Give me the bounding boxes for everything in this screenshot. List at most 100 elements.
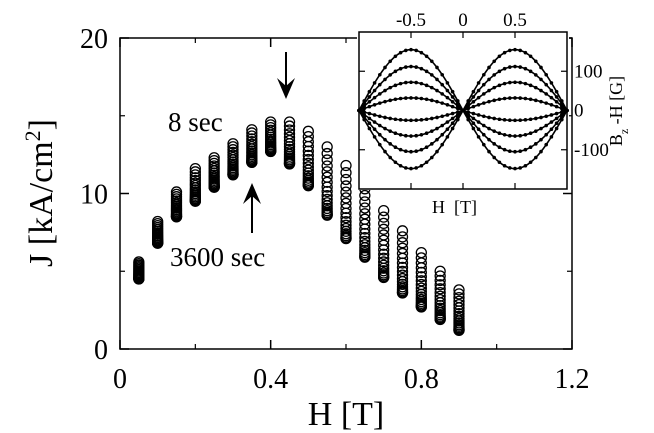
data-point — [415, 282, 427, 294]
inset-curve-point — [554, 116, 559, 121]
y-tick-label: 0 — [94, 335, 108, 366]
inset-curve-point — [534, 98, 538, 103]
inset-curve-point — [372, 81, 377, 85]
data-point — [415, 278, 427, 291]
inset-curve-point — [492, 142, 497, 146]
inset-curve-point — [554, 111, 559, 116]
inset-curve-point — [487, 149, 491, 154]
data-point — [283, 120, 296, 132]
data-point — [415, 246, 427, 259]
inset-curve-point — [513, 134, 517, 138]
data-point — [227, 146, 239, 159]
data-point — [208, 157, 220, 170]
inset-curve-point — [440, 142, 445, 147]
inset-curve-point — [419, 96, 424, 101]
inset-curve-point — [544, 132, 548, 137]
inset-curve-point — [378, 123, 382, 128]
inset-curve-point — [378, 132, 382, 137]
data-point — [302, 170, 314, 182]
inset-curve-point — [554, 126, 559, 131]
arrow-down-icon — [277, 52, 295, 99]
inset-curve-point — [414, 133, 419, 138]
data-point — [453, 291, 465, 304]
inset-curve-point — [383, 88, 387, 93]
inset-curve-point — [414, 96, 419, 100]
inset-curve-point — [502, 96, 507, 101]
inset-curve-point — [560, 117, 564, 122]
data-point — [283, 143, 296, 156]
inset-curve-point — [445, 88, 450, 93]
inset-curve-point — [549, 95, 554, 100]
inset-curve-point — [367, 111, 372, 116]
data-point — [152, 215, 164, 228]
data-point — [396, 265, 409, 278]
inset-curve-point — [450, 121, 455, 126]
inset-curve-point — [367, 89, 372, 94]
inset-curve-point — [435, 77, 439, 82]
inset-curve-point — [554, 104, 559, 109]
data-point — [434, 279, 446, 291]
inset-curve-point — [409, 80, 413, 85]
x-tick-label: 1.2 — [555, 364, 590, 395]
inset-curve-point — [513, 118, 517, 123]
arrow-up-icon — [243, 183, 261, 233]
data-point — [434, 274, 446, 287]
data-point — [378, 204, 390, 217]
inset-curve-point — [528, 69, 533, 74]
inset-curve-point — [424, 83, 429, 88]
inset-curve-point — [482, 92, 486, 96]
inset-curve-point — [539, 126, 543, 131]
inset-curve-point — [450, 116, 455, 121]
inset-curve-point — [383, 126, 387, 131]
inset-curve-point — [476, 113, 481, 117]
inset-curve-point — [419, 118, 424, 122]
inset-curve-point — [544, 142, 548, 147]
inset-curve-point — [518, 80, 522, 85]
inset-curve-point — [404, 96, 408, 100]
inset-curve-point — [544, 101, 548, 105]
inset-curve-point — [440, 72, 445, 77]
inset-curve-point — [388, 98, 393, 103]
inset-curve-point — [502, 147, 507, 152]
inset-curve-point — [476, 95, 481, 100]
inset-curve-point — [482, 142, 486, 147]
inset-curve-point — [544, 72, 548, 77]
inset-curve-point — [440, 101, 445, 105]
inset-curve-point — [487, 137, 491, 142]
inset-curve-point — [554, 99, 559, 104]
inset-curve-point — [456, 106, 460, 111]
inset-curve-point — [424, 54, 429, 59]
inset-curve-point — [513, 166, 517, 171]
inset-curve-point — [393, 97, 398, 102]
inset-curve-point — [549, 113, 554, 117]
data-point — [378, 248, 390, 260]
inset-curve-point — [388, 142, 393, 146]
inset-curve-point — [539, 77, 543, 82]
inset-curve-point — [440, 114, 445, 119]
data-point — [321, 193, 333, 206]
inset-curve-point — [502, 66, 507, 71]
inset-x-tick-label: 0.5 — [503, 10, 527, 31]
inset-curve-point — [523, 66, 528, 71]
data-point — [378, 217, 390, 230]
inset-curve-point — [424, 145, 429, 150]
inset-curve-point — [393, 131, 398, 136]
x-tick-label: 0 — [113, 364, 127, 395]
data-point — [415, 271, 427, 283]
inset-curve-point — [383, 149, 387, 154]
inset-curve-point — [544, 114, 548, 119]
data-point — [415, 252, 427, 264]
inset-curve-point — [482, 114, 486, 119]
inset-curve-point — [497, 54, 502, 59]
data-point — [246, 124, 258, 136]
inset-curve-point — [466, 106, 471, 111]
inset-curve-point — [404, 166, 408, 170]
inset-curve-point — [513, 80, 517, 85]
y-tick-label: 10 — [80, 180, 108, 211]
inset-curve-point — [502, 163, 507, 168]
inset-curve-point — [414, 149, 419, 154]
inset-curve-point — [565, 108, 569, 113]
inset-curve-point — [487, 65, 491, 70]
data-point — [453, 298, 465, 311]
inset-curve-point — [549, 81, 554, 85]
